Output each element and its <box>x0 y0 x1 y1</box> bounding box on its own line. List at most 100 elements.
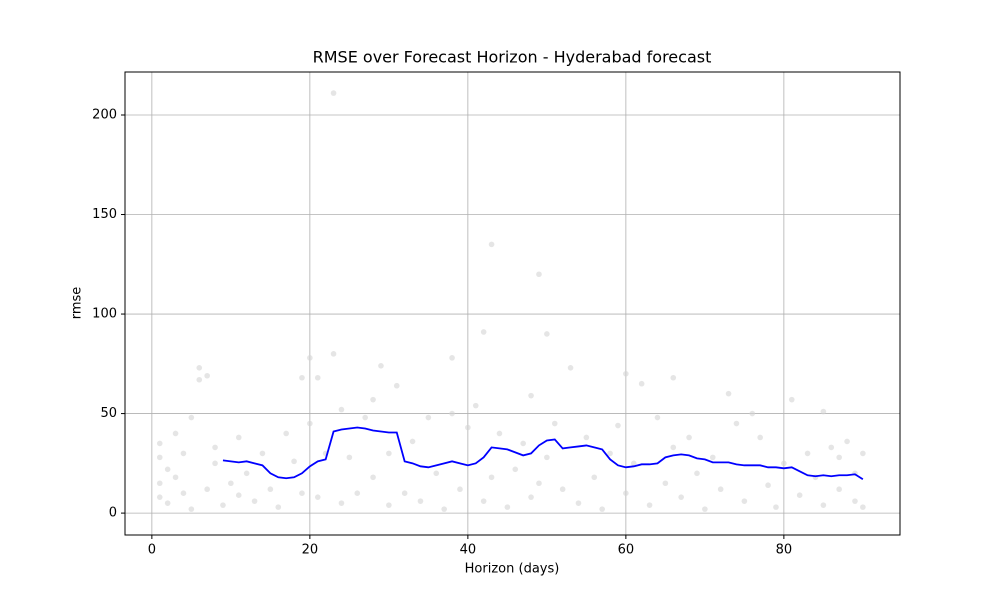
point <box>449 410 455 417</box>
point <box>212 460 218 467</box>
point <box>702 506 708 512</box>
point <box>512 466 519 473</box>
point <box>472 402 479 409</box>
x-tick-label: 60 <box>618 543 635 558</box>
point <box>449 355 455 361</box>
point <box>267 486 274 493</box>
point <box>559 486 566 493</box>
point <box>528 392 534 399</box>
point <box>528 494 534 500</box>
point <box>630 460 637 467</box>
point <box>433 470 440 477</box>
point <box>788 396 795 403</box>
point <box>836 454 842 461</box>
point <box>773 504 779 510</box>
point <box>196 364 203 371</box>
x-tick-label: 80 <box>776 543 793 558</box>
point <box>164 466 171 473</box>
point <box>662 480 669 487</box>
point <box>172 474 179 481</box>
point <box>156 440 163 447</box>
point <box>733 420 740 427</box>
y-tick-label: 150 <box>92 207 117 222</box>
point <box>765 482 771 489</box>
y-tick-label: 100 <box>92 307 117 322</box>
point <box>670 374 677 381</box>
point <box>338 406 345 413</box>
point <box>346 454 353 461</box>
point <box>299 490 305 496</box>
point <box>836 486 842 493</box>
point <box>599 506 605 512</box>
chart-title: RMSE over Forecast Horizon - Hyderabad f… <box>313 48 712 67</box>
point <box>330 351 337 357</box>
x-tick-label: 20 <box>302 543 319 558</box>
point <box>330 90 337 96</box>
x-tick-label: 0 <box>148 543 156 558</box>
point <box>725 390 732 397</box>
point <box>844 438 850 445</box>
point <box>338 500 345 506</box>
plot-frame <box>124 71 901 536</box>
point <box>551 420 558 427</box>
point <box>686 434 692 441</box>
point <box>615 422 621 429</box>
point <box>180 490 187 496</box>
point <box>709 454 716 461</box>
point <box>188 414 195 421</box>
point <box>575 500 582 506</box>
point <box>204 486 210 493</box>
point <box>243 470 250 477</box>
point <box>796 492 803 498</box>
point <box>654 414 661 421</box>
point <box>465 424 471 431</box>
point <box>670 444 677 451</box>
point <box>425 414 432 421</box>
point <box>804 450 811 457</box>
line <box>222 426 864 481</box>
y-tick-label: 200 <box>92 107 117 122</box>
point <box>828 444 835 451</box>
point <box>235 492 242 498</box>
point <box>623 490 629 496</box>
point <box>180 450 187 457</box>
point <box>235 434 242 441</box>
point <box>520 440 526 447</box>
point <box>188 506 195 512</box>
point <box>480 498 487 504</box>
point <box>251 498 258 504</box>
point <box>480 329 487 335</box>
point <box>156 480 163 487</box>
point <box>591 474 598 481</box>
point <box>314 374 321 381</box>
point <box>220 502 226 508</box>
x-tick-label: 40 <box>460 543 477 558</box>
point <box>457 486 463 493</box>
point <box>717 486 724 493</box>
point <box>488 241 495 248</box>
point <box>393 382 400 389</box>
point <box>852 498 858 504</box>
point <box>678 494 684 500</box>
point <box>441 506 447 512</box>
point <box>860 504 866 510</box>
point <box>623 370 629 377</box>
point <box>156 454 163 461</box>
point <box>741 498 748 504</box>
point <box>544 331 550 337</box>
point <box>646 502 653 508</box>
point <box>307 420 313 427</box>
point <box>749 410 756 417</box>
point <box>583 434 590 441</box>
point <box>781 460 787 467</box>
point <box>607 450 613 457</box>
point <box>417 498 424 504</box>
point <box>386 450 392 457</box>
point <box>488 474 495 481</box>
point <box>536 480 542 487</box>
point <box>567 364 574 371</box>
point <box>164 500 171 506</box>
point <box>860 450 866 457</box>
point <box>820 408 827 415</box>
